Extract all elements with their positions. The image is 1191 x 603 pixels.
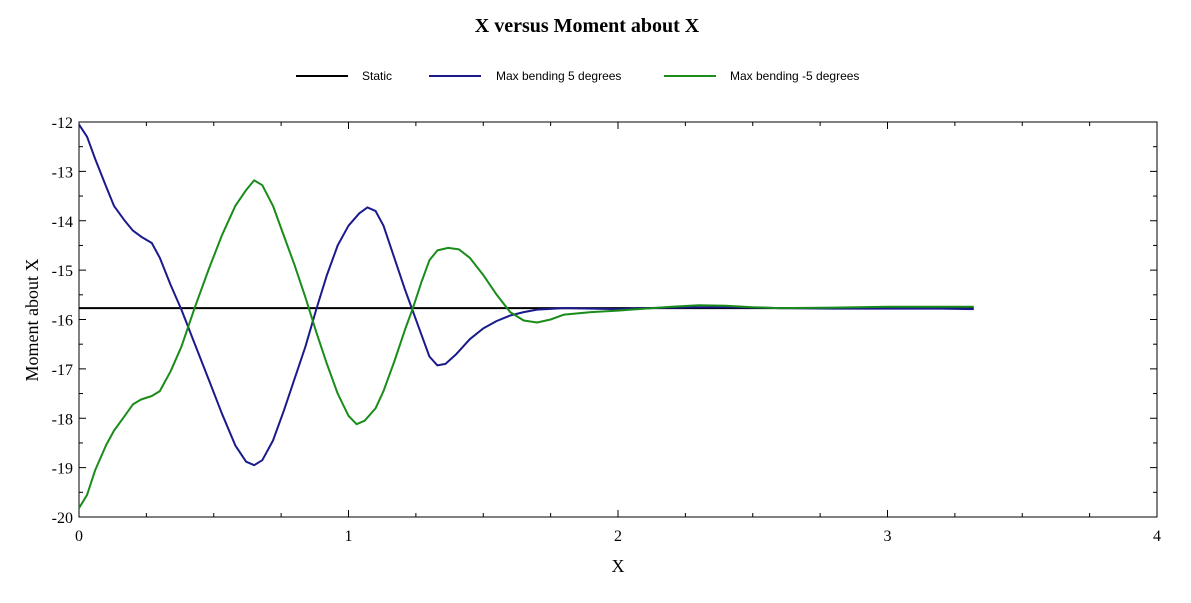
legend-label-2: Max bending 5 degrees <box>496 69 621 83</box>
x-tick-label: 1 <box>345 528 353 545</box>
legend-label-3: Max bending -5 degrees <box>730 69 859 83</box>
y-tick-label: -13 <box>52 164 73 181</box>
legend: Static Max bending 5 degrees Max bending -… <box>296 69 859 83</box>
y-tick-label: -19 <box>52 461 73 478</box>
y-tick-label: -14 <box>52 214 73 231</box>
x-axis: 0 1 2 3 4 <box>75 122 1161 545</box>
x-axis-label: X <box>612 556 625 576</box>
y-tick-label: -15 <box>52 263 73 280</box>
y-tick-label: -12 <box>52 115 73 132</box>
y-axis: -12 -13 -14 -15 -16 -17 -18 -19 -20 <box>52 115 1157 527</box>
x-tick-label: 0 <box>75 528 83 545</box>
y-tick-label: -20 <box>52 510 73 527</box>
series-layer <box>78 123 974 509</box>
series-line-3 <box>78 179 974 509</box>
y-axis-label: Moment about X <box>22 259 42 382</box>
x-tick-label: 3 <box>884 528 892 545</box>
y-tick-label: -17 <box>52 362 73 379</box>
x-tick-label: 2 <box>614 528 622 545</box>
x-tick-label: 4 <box>1153 528 1161 545</box>
y-tick-label: -16 <box>52 313 73 330</box>
series-line-2 <box>78 123 974 467</box>
chart-title: X versus Moment about X <box>475 15 700 37</box>
y-tick-label: -18 <box>52 411 73 428</box>
plot-area-frame <box>78 121 1158 518</box>
legend-label-1: Static <box>362 69 392 83</box>
